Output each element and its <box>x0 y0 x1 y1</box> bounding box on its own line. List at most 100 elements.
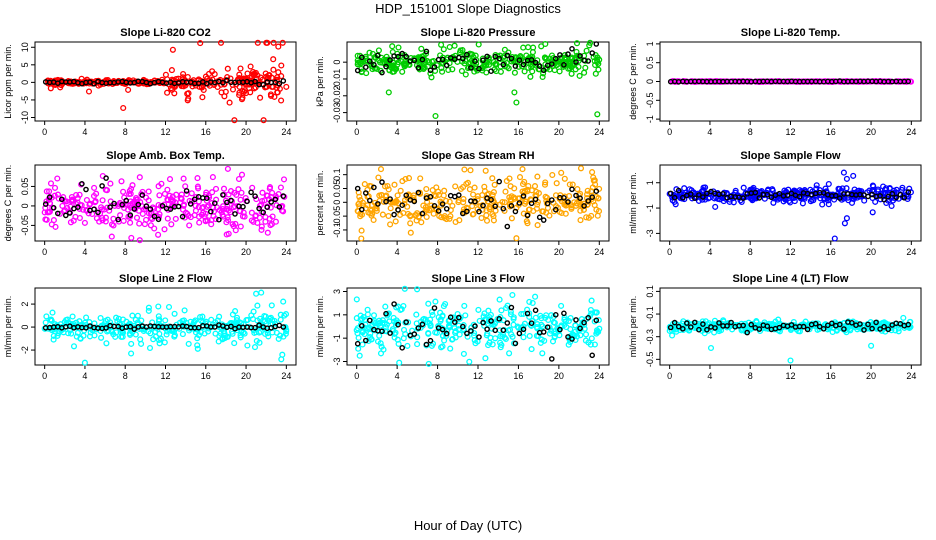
data-point <box>237 196 244 203</box>
outlier-point <box>270 56 277 63</box>
data-point <box>375 174 382 181</box>
summary-point <box>459 323 466 330</box>
summary-point <box>684 320 690 326</box>
summary-point <box>524 212 531 219</box>
data-point <box>422 204 429 211</box>
summary-point <box>764 323 771 330</box>
summary-point <box>589 50 596 56</box>
data-point <box>50 336 57 343</box>
data-point <box>577 217 584 224</box>
data-point <box>184 73 191 81</box>
data-point <box>416 57 424 64</box>
outlier-point <box>787 357 794 364</box>
data-point <box>136 220 143 227</box>
data-point <box>447 213 454 220</box>
data-point <box>385 89 392 96</box>
y-axis-label: ml/min per min. <box>315 296 325 358</box>
summary-point <box>211 324 218 330</box>
data-point <box>441 213 448 220</box>
data-point <box>155 313 162 320</box>
data-point <box>161 190 168 197</box>
data-point <box>508 331 515 338</box>
data-point <box>355 345 362 352</box>
data-point <box>401 285 408 292</box>
summary-point <box>565 51 571 57</box>
data-point <box>880 189 887 197</box>
data-point <box>399 68 406 75</box>
data-point <box>437 316 444 323</box>
data-point <box>171 333 178 340</box>
data-point <box>270 66 277 73</box>
summary-point <box>395 53 401 60</box>
x-tick-label: 24 <box>281 371 291 381</box>
summary-point <box>480 202 486 209</box>
data-point <box>521 68 528 75</box>
data-point <box>385 212 392 220</box>
summary-point <box>423 48 430 55</box>
y-tick-label: -10 <box>20 111 30 124</box>
summary-point <box>103 325 109 331</box>
data-point <box>192 317 199 324</box>
data-point <box>164 89 171 96</box>
data-point <box>582 64 589 71</box>
data-point <box>438 41 445 48</box>
data-point <box>272 193 279 200</box>
summary-point <box>403 192 410 199</box>
x-tick-label: 16 <box>826 371 836 381</box>
data-point <box>244 342 251 349</box>
data-point <box>818 78 825 85</box>
data-point <box>850 172 857 179</box>
x-tick-label: 20 <box>554 247 564 257</box>
summary-point <box>589 194 596 200</box>
outlier-point <box>831 235 838 242</box>
data-point <box>242 90 250 97</box>
y-tick-label: -0.1 <box>645 306 655 322</box>
data-point <box>262 70 269 77</box>
x-tick-label: 0 <box>667 371 672 381</box>
summary-point <box>362 337 369 344</box>
data-point <box>772 318 779 325</box>
data-point <box>209 174 216 181</box>
data-point <box>413 217 420 224</box>
data-point <box>68 330 75 337</box>
summary-point <box>216 216 222 223</box>
x-tick-label: 24 <box>906 371 916 381</box>
data-point <box>459 47 466 54</box>
data-point <box>754 78 761 85</box>
summary-point <box>435 208 442 214</box>
data-point <box>439 68 446 75</box>
data-point <box>577 165 585 172</box>
data-point <box>581 69 588 76</box>
x-tick-label: 20 <box>241 127 251 137</box>
x-tick-label: 12 <box>785 247 795 257</box>
data-point <box>221 93 228 100</box>
data-point <box>93 190 100 197</box>
data-point <box>895 325 902 332</box>
x-tick-label: 4 <box>707 247 712 257</box>
summary-point <box>147 206 154 212</box>
data-point <box>432 298 439 305</box>
data-point <box>787 199 794 206</box>
data-point <box>231 189 238 196</box>
summary-point <box>391 301 397 307</box>
y-tick-label: -3 <box>645 229 655 237</box>
data-point <box>68 193 75 201</box>
data-point <box>579 319 586 326</box>
summary-point <box>692 195 698 201</box>
data-point <box>83 196 90 204</box>
data-point <box>542 55 549 62</box>
data-point <box>168 326 175 333</box>
data-point <box>199 94 206 101</box>
data-point <box>274 89 281 96</box>
x-tick-label: 4 <box>707 127 712 137</box>
x-tick-label: 0 <box>667 247 672 257</box>
summary-point <box>889 190 896 197</box>
data-point <box>592 70 599 77</box>
summary-point <box>268 199 275 205</box>
data-point <box>226 99 233 106</box>
y-tick-label: 0.1 <box>645 285 655 298</box>
data-point <box>400 209 407 217</box>
outlier-point <box>843 175 850 182</box>
summary-point <box>403 53 410 60</box>
data-point <box>254 302 261 309</box>
